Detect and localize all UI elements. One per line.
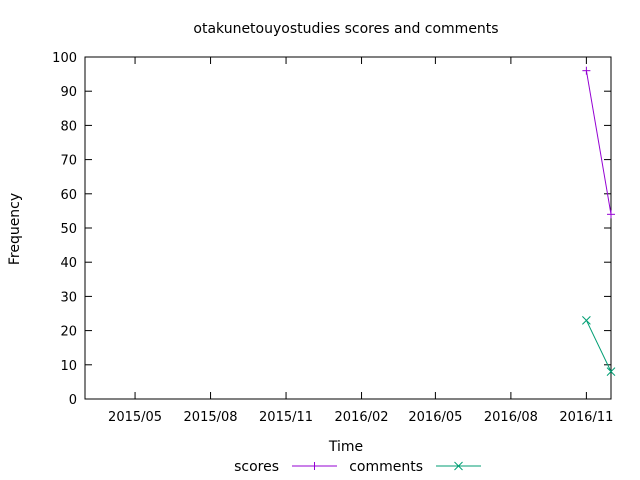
- legend-marker-comments: [454, 461, 463, 471]
- y-tick-label: 70: [60, 154, 77, 169]
- y-tick-label: 80: [60, 119, 77, 134]
- chart-title: otakunetouyostudies scores and comments: [193, 21, 498, 37]
- legend-label-comments: comments: [349, 459, 423, 475]
- y-tick-label: 40: [60, 256, 77, 271]
- x-tick-label: 2016/02: [335, 410, 389, 425]
- y-tick-label: 10: [60, 359, 77, 374]
- x-tick-label: 2016/08: [484, 410, 538, 425]
- x-tick-label: 2015/05: [108, 410, 162, 425]
- y-tick-label: 0: [69, 393, 77, 408]
- y-tick-label: 20: [60, 325, 77, 340]
- data-point-comments: [606, 367, 616, 376]
- y-tick-label: 50: [60, 222, 77, 237]
- x-axis-label: Time: [328, 439, 363, 455]
- ticks-layer: 0 10 20 30 40 50 60 70 80 90 100 2015/05 2015/08 2015…: [52, 51, 613, 425]
- y-axis-label: Frequency: [7, 193, 23, 265]
- data-point-scores: [607, 210, 615, 219]
- x-tick-label: 2016/11: [559, 410, 613, 425]
- y-tick-label: 100: [52, 51, 77, 66]
- y-tick-label: 60: [60, 188, 77, 203]
- plot-frame: [84, 56, 612, 400]
- legend-label-scores: scores: [234, 459, 279, 475]
- y-tick-label: 90: [60, 85, 77, 100]
- marker-stroke: [582, 315, 591, 325]
- data-point-comments: [582, 315, 591, 325]
- x-tick-label: 2015/08: [184, 410, 238, 425]
- series-line-comments: [585, 320, 612, 372]
- data-point-scores: [582, 66, 591, 75]
- series-line-scores: [585, 70, 612, 215]
- marker-stroke: [454, 461, 463, 471]
- x-tick-label: 2015/11: [259, 410, 313, 425]
- legend: scores comments: [234, 459, 481, 475]
- x-tick-label: 2016/05: [408, 410, 462, 425]
- series-layer: [582, 66, 616, 376]
- marker-stroke: [606, 367, 616, 376]
- y-tick-label: 30: [60, 290, 77, 305]
- legend-marker-scores: [310, 462, 319, 470]
